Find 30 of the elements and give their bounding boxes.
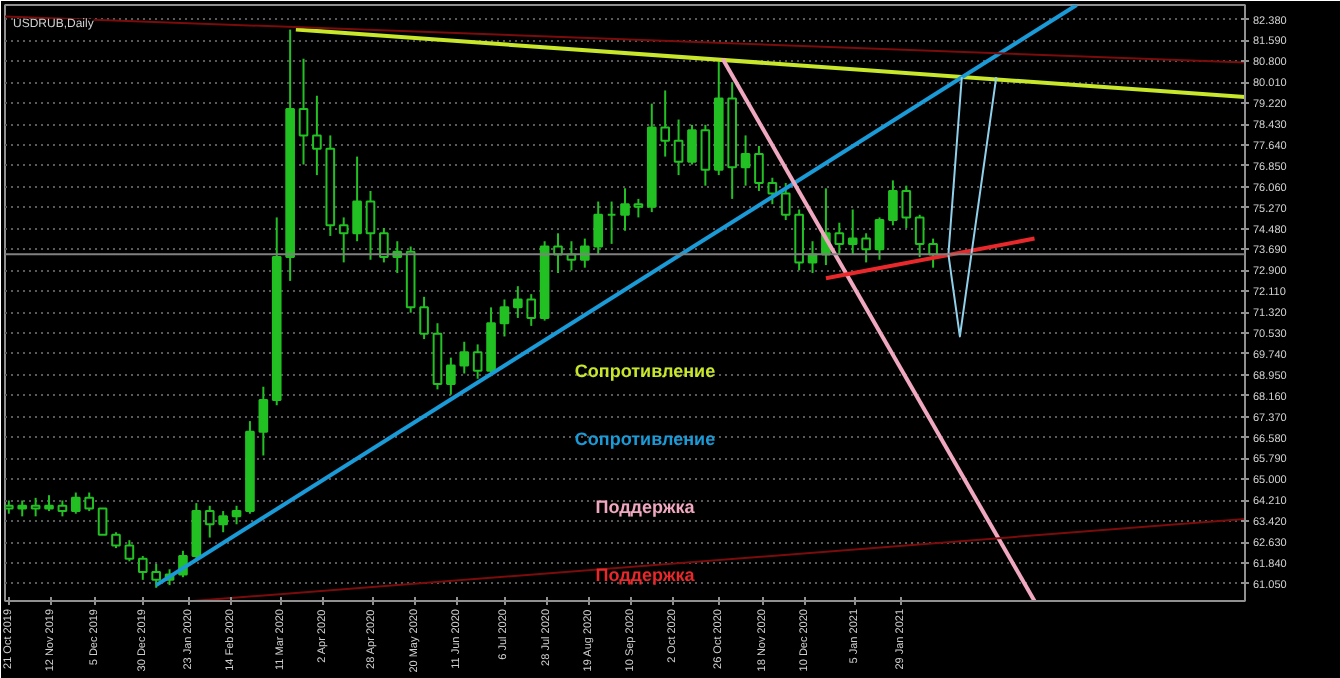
candlestick	[151, 562, 161, 589]
candlestick	[700, 123, 711, 187]
candlestick	[794, 208, 804, 272]
candlestick	[780, 182, 791, 222]
candlestick	[914, 213, 925, 259]
candlestick	[874, 216, 885, 261]
candlestick	[767, 176, 778, 206]
candlestick	[124, 539, 135, 563]
candlestick	[620, 187, 630, 232]
candlestick	[740, 134, 751, 187]
candlestick	[191, 502, 202, 563]
candlestick	[97, 507, 108, 536]
candlestick	[633, 197, 644, 219]
candlestick	[754, 145, 764, 192]
candlestick	[365, 189, 376, 261]
candlestick	[673, 118, 684, 177]
text: Сопротивление	[574, 361, 716, 381]
candlestick	[472, 343, 483, 380]
text: Сопротивление	[574, 429, 716, 449]
candlestick	[298, 57, 309, 166]
text: Поддержка	[595, 565, 697, 585]
candlestick	[419, 295, 429, 341]
candlestick	[687, 123, 697, 166]
candlestick	[499, 298, 510, 338]
candlestick	[231, 504, 242, 526]
text: Поддержка	[595, 497, 697, 517]
candlestick	[258, 385, 269, 457]
candlestick	[486, 306, 496, 378]
candlestick	[137, 555, 148, 581]
candlestick	[312, 94, 322, 177]
